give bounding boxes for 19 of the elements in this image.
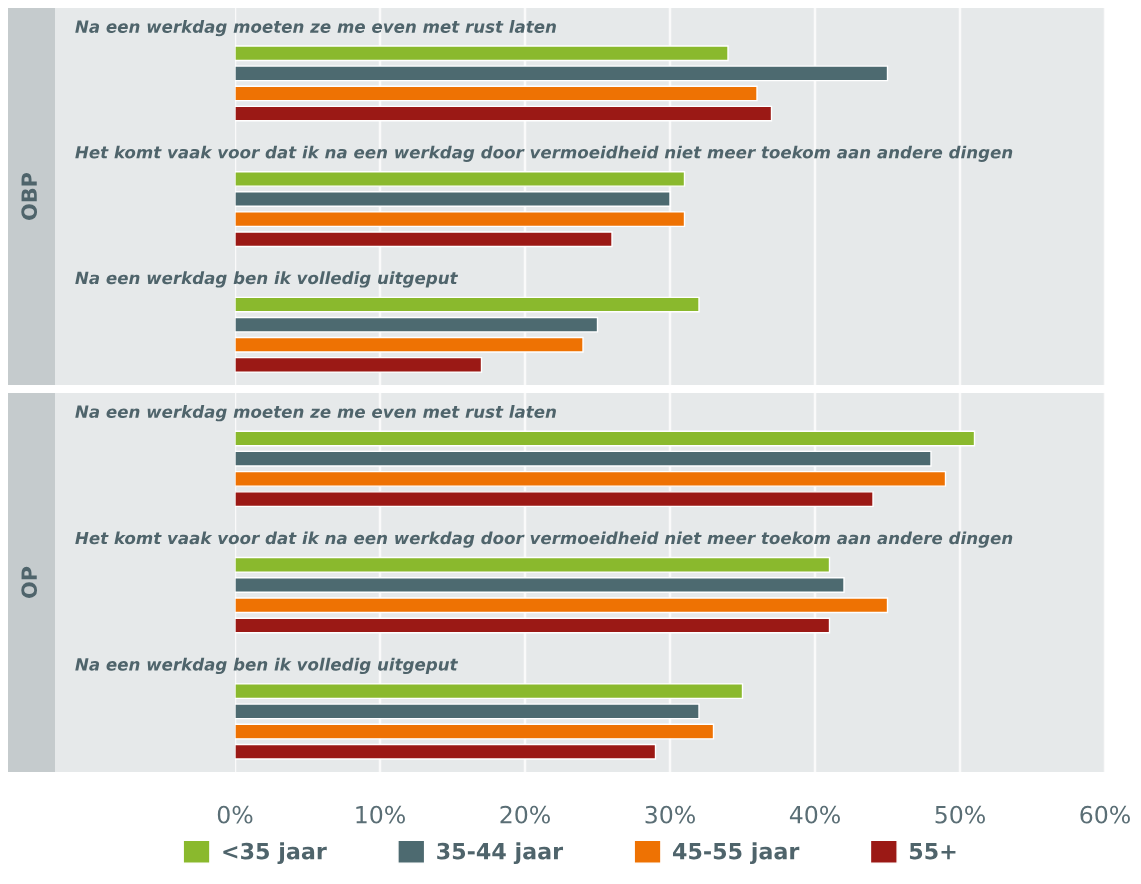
- x-tick-label: 10%: [356, 805, 405, 824]
- x-tick-label: 0%: [217, 805, 253, 824]
- y-tick-label: Na een werkdag moeten ze me even met rust laten: [75, 19, 556, 37]
- y-tick-label: Na een werkdag ben ik volledig uitgeput: [75, 271, 459, 288]
- y-tick-label: Na een werkdag ben ik volledig uitgeput: [75, 657, 459, 675]
- x-tick-label: 50%: [935, 805, 985, 824]
- y-tick-label: Het komt vaak voor dat ik na een werkdag door vermoeidheid niet meer toekom aan andere dingen: [75, 531, 1013, 548]
- legend-label: 35-44 jaar: [437, 842, 564, 864]
- x-tick-label: 20%: [500, 805, 550, 824]
- y-axis-title: OBP: [21, 172, 38, 220]
- legend-label: 55+: [909, 843, 956, 860]
- x-tick-label: 60%: [1080, 805, 1130, 824]
- y-tick-label: Na een werkdag moeten ze me even met rust laten: [75, 405, 556, 422]
- y-axis-title: OP: [21, 566, 38, 598]
- x-tick-label: 30%: [645, 805, 695, 824]
- x-tick-label: 40%: [789, 805, 840, 824]
- legend-label: <35 jaar: [223, 842, 327, 864]
- legend-label: 45-55 jaar: [672, 842, 800, 864]
- y-tick-label: Het komt vaak voor dat ik na een werkdag door vermoeidheid niet meer toekom aan andere dingen: [75, 145, 1013, 162]
